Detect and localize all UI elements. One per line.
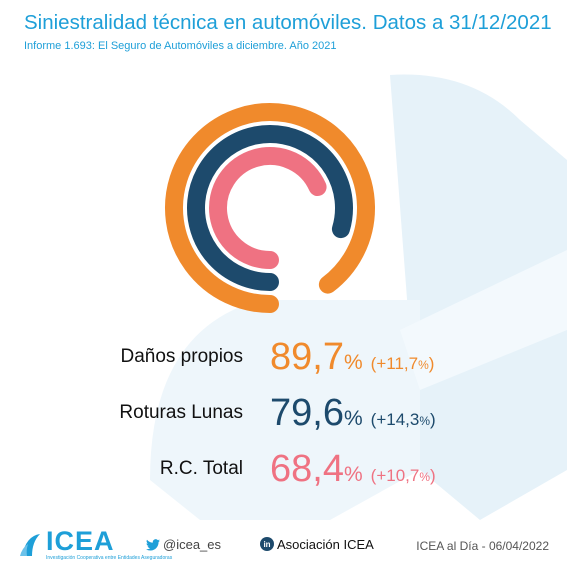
change-label: (+10,7%) [370,466,436,485]
change-unit: % [419,414,431,428]
ring-bar-2 [187,125,353,291]
linkedin-name: Asociación ICEA [277,537,374,552]
row-roturas-lunas: Roturas Lunas 79,6% (+14,3%) [0,384,567,434]
date-stamp: ICEA al Día - 06/04/2022 [416,539,549,553]
linkedin-link[interactable]: in Asociación ICEA [260,537,374,552]
value-unit: % [343,407,363,430]
change-unit: % [418,358,429,372]
value-group: 79,6% (+14,3%) [270,394,436,432]
twitter-link[interactable]: @icea_es [146,537,221,552]
change-value: +11,7 [376,354,419,373]
twitter-bird-icon [146,539,160,551]
row-danos-propios: Daños propios 89,7% (+11,7%) [0,328,567,378]
change-value: +10,7 [376,466,420,485]
icea-wave-logo-icon [20,534,40,556]
change-label: (+14,3%) [370,410,436,429]
value-unit: % [343,351,363,374]
twitter-handle: @icea_es [163,537,222,552]
value-unit: % [343,463,363,486]
category-label: R.C. Total [159,458,243,479]
value-number: 79,6 [270,392,344,434]
linkedin-icon: in [260,537,274,551]
ring-bar-1 [165,103,375,313]
value-group: 89,7% (+11,7%) [270,338,434,376]
logo-word: ICEA [46,526,115,556]
ring-bar-3 [209,147,327,269]
icea-logo[interactable]: ICEA Investigación Cooperativa entre Ent… [18,526,172,562]
change-value: +14,3 [376,410,420,429]
footer: ICEA Investigación Cooperativa entre Ent… [0,520,567,567]
value-group: 68,4% (+10,7%) [270,450,436,488]
category-label: Daños propios [120,346,243,367]
page-title: Siniestralidad técnica en automóviles. D… [24,11,552,34]
page-subtitle: Informe 1.693: El Seguro de Automóviles … [24,40,337,52]
value-number: 89,7 [270,336,344,378]
value-number: 68,4 [270,448,344,490]
logo-tagline: Investigación Cooperativa entre Entidade… [46,555,173,561]
change-unit: % [419,470,431,484]
radial-bar-chart [165,103,375,313]
svg-text:in: in [263,540,270,549]
row-rc-total: R.C. Total 68,4% (+10,7%) [0,440,567,490]
category-label: Roturas Lunas [119,402,243,423]
change-label: (+11,7%) [370,354,435,373]
